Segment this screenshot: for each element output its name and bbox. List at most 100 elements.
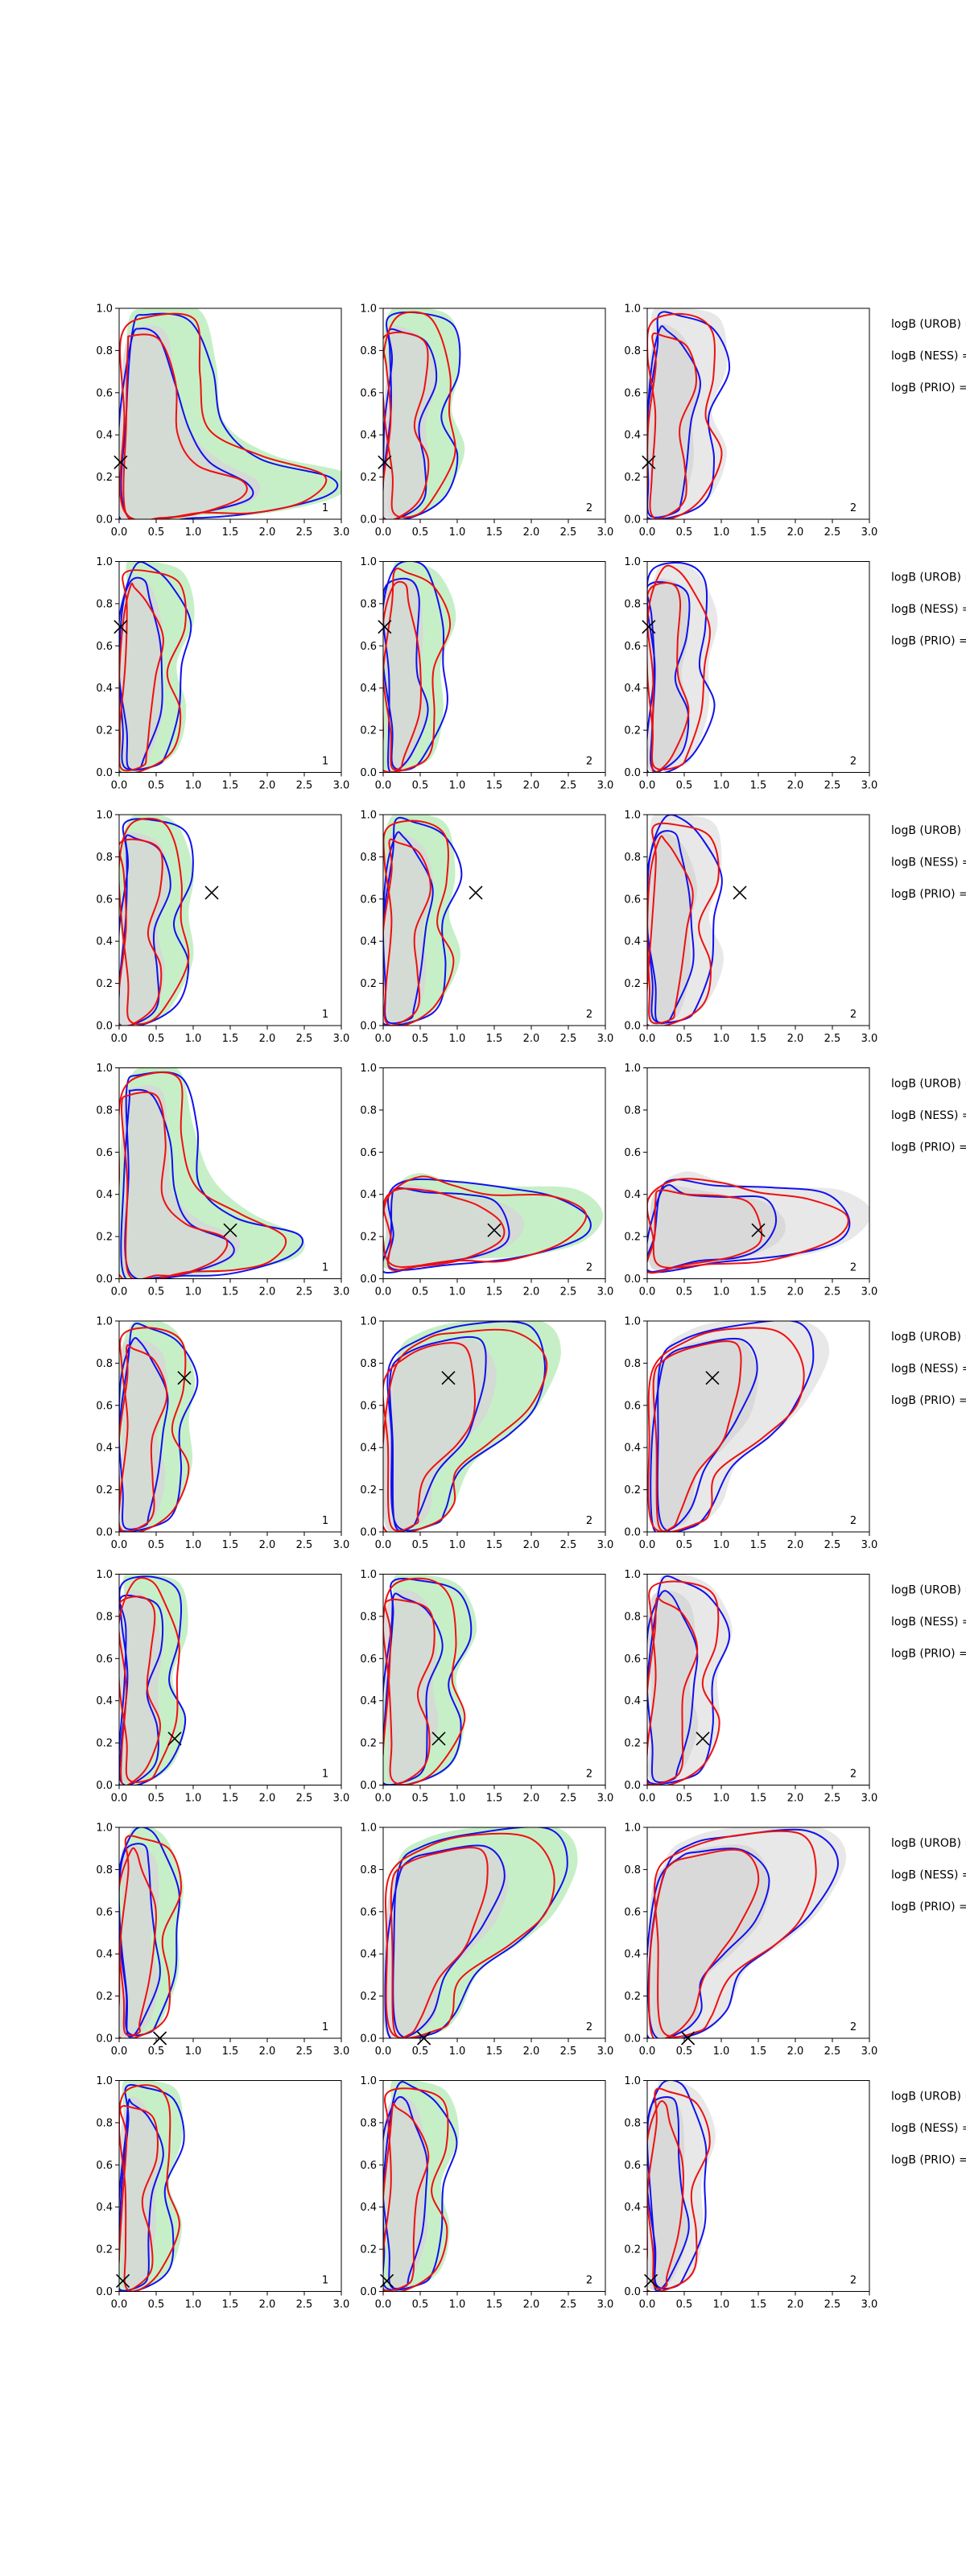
y-tick-label: 0.2 (96, 472, 113, 484)
red-contour-outer (647, 822, 720, 1026)
inner-credible-region (119, 1844, 159, 2038)
true-value-marker (223, 1223, 237, 1237)
y-tick-label: 0.2 (96, 1232, 113, 1244)
y-tick-label: 0.6 (360, 1906, 377, 1918)
red-contour-inner (119, 1596, 162, 1785)
logb-label: logB (UROB) = (891, 318, 966, 331)
x-tick-label: 2.5 (560, 526, 577, 539)
y-tick-label: 0.8 (624, 345, 641, 357)
blue-contour-outer (383, 2081, 458, 2291)
contour-panel-r8-c1: 0.0 0.5 1.0 1.5 2.0 2.5 3.0 0.0 0.2 0.4 0.6 0.8 1.0 1 (96, 2075, 349, 2311)
x-tick-label: 1.5 (750, 780, 767, 792)
true-value-marker (642, 455, 656, 469)
contour-panel-r7-c3: 0.0 0.5 1.0 1.5 2.0 2.5 3.0 0.0 0.2 0.4 0.6 0.8 1.0 2 (624, 1823, 877, 2058)
x-tick-label: 1.5 (486, 1539, 503, 1551)
true-value-marker (705, 1371, 720, 1385)
red-contour-outer (383, 311, 456, 518)
x-tick-label: 0.0 (111, 2299, 128, 2311)
x-tick-label: 0.0 (639, 2299, 656, 2311)
x-tick-label: 2.5 (824, 2046, 841, 2058)
panel-number-label: 2 (850, 502, 857, 514)
x-tick-label: 3.0 (861, 2046, 878, 2058)
y-tick-label: 0.8 (624, 852, 641, 864)
y-tick-label: 0.4 (96, 1949, 113, 1961)
x-tick-label: 0.5 (412, 1033, 429, 1045)
red-contour-outer (647, 1327, 805, 1532)
y-tick-label: 0.0 (360, 2033, 377, 2046)
blue-contour-inner (647, 580, 691, 773)
x-tick-label: 1.5 (222, 2299, 239, 2311)
x-tick-label: 1.0 (185, 2299, 202, 2311)
contour-panel-r8-c3: 0.0 0.5 1.0 1.5 2.0 2.5 3.0 0.0 0.2 0.4 0.6 0.8 1.0 2 (624, 2075, 877, 2311)
y-tick-label: 0.2 (360, 1738, 377, 1750)
contour-panel-r7-c2: 0.0 0.5 1.0 1.5 2.0 2.5 3.0 0.0 0.2 0.4 0.6 0.8 1.0 2 (360, 1823, 613, 2058)
x-tick-label: 3.0 (333, 1539, 350, 1551)
red-contour-inner (647, 1189, 763, 1274)
x-tick-label: 1.5 (750, 2299, 767, 2311)
y-tick-label: 0.4 (96, 430, 113, 442)
x-tick-label: 0.0 (639, 1286, 656, 1298)
x-tick-label: 0.0 (111, 780, 128, 792)
x-tick-label: 1.5 (222, 526, 239, 539)
x-tick-label: 0.5 (676, 780, 693, 792)
logb-label: logB (NESS) = (891, 350, 966, 363)
x-tick-label: 3.0 (861, 1286, 878, 1298)
x-tick-label: 2.5 (560, 1286, 577, 1298)
y-tick-label: 1.0 (624, 556, 641, 568)
y-tick-label: 0.4 (96, 1189, 113, 1201)
contour-layers (647, 2080, 716, 2292)
blue-contour-inner (384, 1844, 506, 2038)
x-tick-label: 1.5 (750, 1539, 767, 1551)
y-tick-label: 0.0 (96, 2286, 113, 2298)
contour-layers (383, 2080, 460, 2292)
contour-panel-r5-c2: 0.0 0.5 1.0 1.5 2.0 2.5 3.0 0.0 0.2 0.4 0.6 0.8 1.0 2 (360, 1316, 613, 1552)
x-tick-label: 2.5 (560, 2046, 577, 2058)
logb-label: logB (NESS) = (891, 1363, 966, 1376)
logb-label: logB (PRIO) = (891, 1901, 966, 1913)
red-contour-inner (383, 1342, 476, 1532)
blue-contour-inner (647, 325, 701, 518)
x-tick-label: 0.0 (375, 526, 392, 539)
x-tick-label: 2.5 (560, 2299, 577, 2311)
y-tick-label: 0.0 (360, 1780, 377, 1792)
x-tick-label: 0.0 (111, 1033, 128, 1045)
y-tick-label: 0.0 (624, 514, 641, 526)
x-tick-label: 0.0 (375, 780, 392, 792)
x-tick-label: 2.0 (523, 2299, 540, 2311)
y-tick-label: 1.0 (360, 1823, 377, 1835)
contour-panel-r7-c1: 0.0 0.5 1.0 1.5 2.0 2.5 3.0 0.0 0.2 0.4 0.6 0.8 1.0 1 (96, 1823, 349, 2058)
y-tick-label: 0.8 (624, 1104, 641, 1117)
y-tick-label: 0.0 (360, 1527, 377, 1539)
x-tick-label: 1.5 (486, 2299, 503, 2311)
y-tick-label: 0.8 (624, 1358, 641, 1370)
y-tick-label: 1.0 (624, 303, 641, 316)
y-tick-label: 0.2 (96, 1738, 113, 1750)
y-tick-label: 0.8 (360, 852, 377, 864)
y-tick-label: 0.4 (360, 683, 377, 695)
contour-layers (647, 561, 718, 773)
x-tick-label: 1.5 (222, 1286, 239, 1298)
contour-layers (647, 1321, 830, 1532)
x-tick-label: 0.5 (412, 780, 429, 792)
y-tick-label: 0.4 (96, 2202, 113, 2214)
red-contour-inner (119, 582, 164, 772)
y-tick-label: 0.2 (624, 2244, 641, 2256)
panel-number-label: 1 (322, 502, 328, 514)
x-tick-label: 0.0 (639, 2046, 656, 2058)
x-tick-label: 3.0 (597, 1286, 614, 1298)
x-tick-label: 0.5 (148, 1539, 165, 1551)
red-contour-inner (122, 333, 248, 519)
y-tick-label: 0.4 (624, 1695, 641, 1707)
x-tick-label: 2.0 (787, 1033, 804, 1045)
y-tick-label: 0.6 (96, 387, 113, 399)
x-tick-label: 1.5 (486, 526, 503, 539)
y-tick-label: 0.8 (360, 1358, 377, 1370)
panel-number-label: 1 (322, 1262, 328, 1274)
inner-credible-region (119, 576, 163, 771)
true-value-marker (153, 2031, 167, 2046)
contour-layers (647, 1574, 733, 1785)
y-tick-label: 0.6 (624, 1653, 641, 1666)
y-tick-label: 0.0 (96, 514, 113, 526)
x-tick-label: 1.0 (185, 1033, 202, 1045)
